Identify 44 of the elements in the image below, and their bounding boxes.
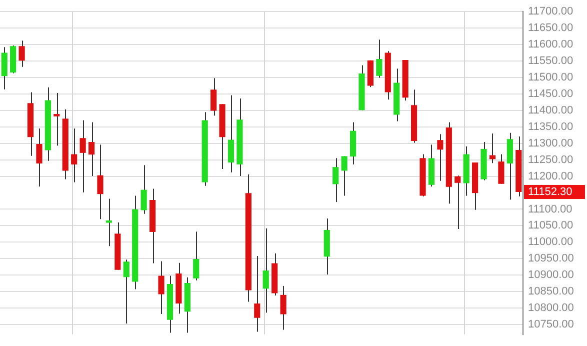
candlestick [341, 156, 348, 196]
candlestick [88, 122, 95, 176]
candlestick [210, 78, 217, 116]
candlestick [97, 144, 104, 220]
y-tick-label: 11600.00 [528, 38, 574, 51]
y-tick-label: 11650.00 [528, 22, 574, 34]
y-tick-label: 11500.00 [528, 72, 574, 84]
candlestick [123, 259, 130, 324]
y-tick-label: 10950.00 [528, 252, 574, 265]
candlestick [71, 128, 78, 183]
candlestick [489, 132, 496, 164]
candlestick [498, 154, 504, 184]
candlestick [254, 256, 260, 332]
text: 11152.30 [528, 186, 572, 198]
candlestick [228, 94, 234, 173]
candlestick [158, 260, 164, 314]
y-tick-label: 11050.00 [528, 220, 574, 232]
y-tick-label: 11400.00 [528, 104, 574, 116]
candlestick [376, 39, 382, 78]
candlestick [332, 158, 339, 202]
candlestick [1, 46, 8, 90]
candlestick [36, 128, 42, 188]
y-tick-label: 11100.00 [528, 203, 572, 216]
candlestick [140, 164, 147, 214]
y-tick-label: 10900.00 [528, 269, 574, 282]
candlestick [262, 228, 269, 314]
y-tick-label: 11700.00 [528, 6, 574, 18]
candlestick [280, 285, 286, 330]
y-tick-label: 11450.00 [528, 88, 574, 100]
y-tick-label: 10750.00 [528, 318, 574, 331]
candlestick [193, 231, 200, 281]
candlestick [80, 120, 86, 193]
candlestick [54, 92, 60, 146]
y-tick-label: 11200.00 [528, 170, 574, 182]
candlestick [454, 175, 461, 230]
y-tick-label: 10800.00 [528, 302, 574, 314]
candlestick [437, 134, 444, 182]
candlestick [18, 40, 25, 68]
y-tick-label: 11550.00 [528, 55, 574, 68]
y-tick-label: 11350.00 [528, 120, 574, 133]
y-tick-label: 11250.00 [528, 154, 574, 166]
y-tick-label: 11300.00 [528, 137, 574, 150]
y-tick-label: 11000.00 [528, 236, 574, 248]
y-tick-label: 10850.00 [528, 286, 574, 298]
